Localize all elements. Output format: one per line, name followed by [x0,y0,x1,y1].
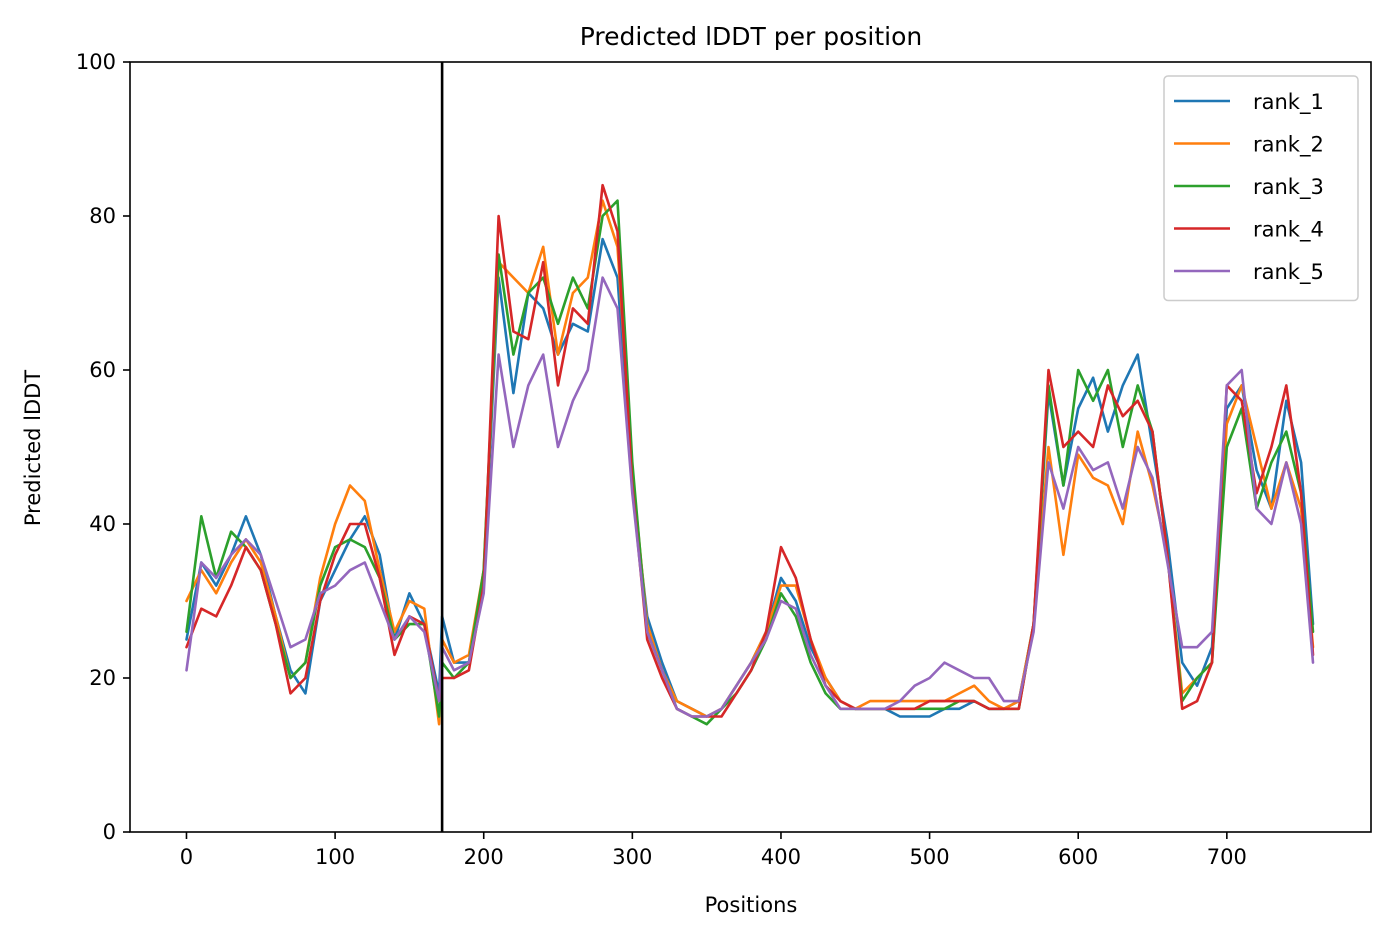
series-line-rank-4 [185,183,1315,718]
y-tick-label: 60 [89,358,116,382]
series-line-rank-5 [185,276,1315,718]
x-tick-label: 0 [180,845,193,869]
x-tick-label: 300 [612,845,652,869]
y-tick-label: 0 [103,820,116,844]
y-axis-label: Predicted lDDT [21,370,45,526]
y-tick-label: 40 [89,512,116,536]
legend-label: rank_2 [1253,133,1324,158]
legend-label: rank_1 [1253,90,1324,115]
chart-title: Predicted lDDT per position [580,22,922,51]
axis-ticks: 0 100 200 300 400 500 600 700 0 20 40 60 80 100 [76,50,1247,869]
x-tick-label: 200 [464,845,504,869]
legend-label: rank_3 [1253,175,1324,200]
x-tick-label: 600 [1058,845,1098,869]
legend-box [1163,75,1359,302]
series-lines [185,183,1315,726]
legend: rank_1 rank_2 rank_3 rank_4 rank_5 [1163,75,1359,302]
x-tick-label: 700 [1207,845,1247,869]
x-axis-label: Positions [705,893,798,917]
x-tick-label: 500 [910,845,950,869]
y-tick-label: 20 [89,666,116,690]
y-tick-label: 80 [89,204,116,228]
x-tick-label: 100 [315,845,355,869]
y-tick-label: 100 [76,50,116,74]
legend-label: rank_4 [1253,218,1324,243]
plot-frame [129,61,1372,833]
x-tick-label: 400 [761,845,801,869]
legend-label: rank_5 [1253,260,1324,285]
